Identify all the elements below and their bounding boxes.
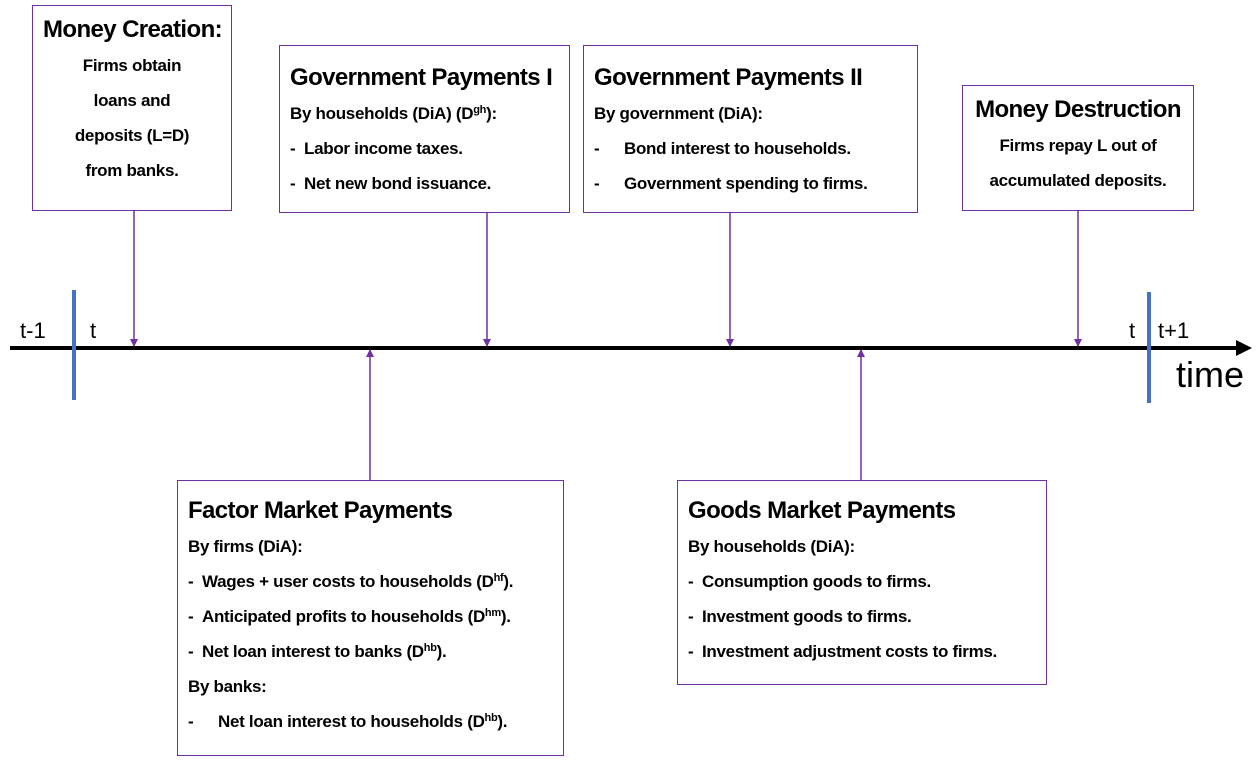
box-line: - Wages + user costs to households (Dhf). — [188, 564, 553, 599]
box-line: - Bond interest to households. — [594, 131, 907, 166]
text: Bond interest to households. — [624, 139, 851, 158]
text: Net loan interest to households (D — [218, 712, 485, 731]
box-line: - Anticipated profits to households (Dhm)… — [188, 599, 553, 634]
bullet: - — [290, 139, 296, 158]
text: Investment goods to firms. — [702, 607, 912, 626]
text: Anticipated profits to households (D — [202, 607, 485, 626]
box-line: from banks. — [85, 161, 179, 180]
bullet: - — [688, 572, 694, 591]
superscript: hb — [484, 712, 498, 724]
text: Net loan interest to banks (D — [202, 642, 424, 661]
bullet: - — [290, 174, 296, 193]
superscript: hf — [493, 572, 504, 584]
bullet: - — [688, 607, 694, 626]
box-line: - Labor income taxes. — [290, 131, 559, 166]
box-line: By government (DiA): — [594, 104, 763, 123]
box-title: Money Creation: — [43, 16, 223, 43]
bullet: - — [188, 642, 194, 661]
box-line: accumulated deposits. — [989, 171, 1167, 190]
box-line: - Net new bond issuance. — [290, 166, 559, 201]
text: Government spending to firms. — [624, 174, 868, 193]
time-label: t-1 — [20, 318, 46, 343]
superscript: gh — [473, 104, 487, 116]
bullet: - — [688, 642, 694, 661]
text: Labor income taxes. — [304, 139, 463, 158]
superscript: hm — [484, 607, 501, 619]
event-box: Factor Market Payments By firms (DiA): -… — [177, 480, 564, 756]
box-line: deposits (L=D) — [74, 126, 190, 145]
text: ): — [486, 104, 497, 123]
box-line: loans and — [93, 91, 171, 110]
bullet: - — [188, 712, 194, 731]
event-box: Money Destruction Firms repay L out of a… — [962, 85, 1194, 211]
box-line: By households (DiA) (Dgh): — [290, 96, 559, 131]
time-label: t — [1129, 318, 1136, 343]
event-box: Goods Market Payments By households (DiA… — [677, 480, 1047, 685]
text: Wages + user costs to households (D — [202, 572, 494, 591]
event-box: Money Creation: Firms obtain loans and d… — [32, 5, 232, 211]
text: ). — [436, 642, 447, 661]
box-line: By households (DiA): — [688, 537, 855, 556]
bullet: - — [594, 174, 600, 193]
time-label: t — [90, 318, 97, 343]
bullet: - — [188, 607, 194, 626]
axis-label: time — [1176, 354, 1245, 395]
box-title: Factor Market Payments — [188, 497, 453, 524]
box-title: Government Payments I — [290, 64, 553, 91]
box-title: Government Payments II — [594, 64, 863, 91]
bullet: - — [594, 139, 600, 158]
event-box: Government Payments II By government (Di… — [583, 45, 918, 213]
box-line: By firms (DiA): — [188, 537, 303, 556]
box-line: - Net loan interest to households (Dhb). — [188, 704, 553, 739]
axis-arrowhead — [1236, 340, 1252, 356]
box-line: - Consumption goods to firms. — [688, 564, 1036, 599]
box-line: - Investment adjustment costs to firms. — [688, 634, 1036, 669]
box-line: - Investment goods to firms. — [688, 599, 1036, 634]
box-title: Money Destruction — [975, 96, 1181, 123]
time-label: t+1 — [1158, 318, 1190, 343]
box-line: - Government spending to firms. — [594, 166, 907, 201]
text: ). — [503, 572, 514, 591]
box-title: Goods Market Payments — [688, 497, 956, 524]
text: Consumption goods to firms. — [702, 572, 931, 591]
box-line: - Net loan interest to banks (Dhb). — [188, 634, 553, 669]
text: Investment adjustment costs to firms. — [702, 642, 997, 661]
superscript: hb — [423, 642, 437, 654]
bullet: - — [188, 572, 194, 591]
event-box: Government Payments I By households (DiA… — [279, 45, 570, 213]
box-line: By banks: — [188, 677, 267, 696]
text: ). — [500, 607, 511, 626]
box-line: Firms repay L out of — [999, 136, 1157, 155]
text: ). — [497, 712, 508, 731]
text: By households (DiA) (D — [290, 104, 474, 123]
box-line: Firms obtain — [82, 56, 182, 75]
text: Net new bond issuance. — [304, 174, 492, 193]
